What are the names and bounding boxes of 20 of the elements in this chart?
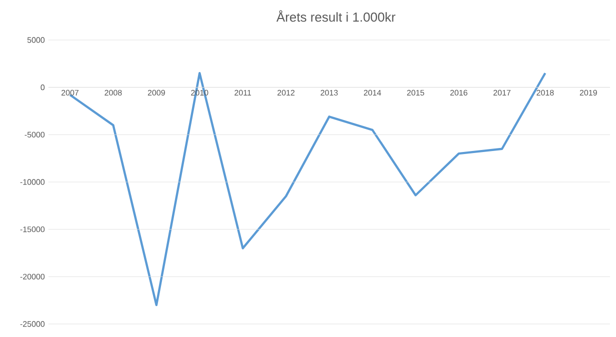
- x-tick-label: 2008: [104, 90, 122, 96]
- x-tick-label: 2014: [364, 90, 382, 96]
- x-tick-label: 2019: [580, 90, 597, 96]
- chart-title: Årets result i 1.000kr: [276, 10, 396, 22]
- x-tick-label: 2018: [536, 90, 554, 96]
- x-tick-label: 2017: [494, 90, 510, 96]
- y-tick-label: 0: [40, 84, 45, 90]
- y-tick-label: -20000: [20, 274, 45, 280]
- y-tick-label: -25000: [20, 321, 45, 327]
- x-tick-label: 2015: [407, 90, 424, 96]
- x-tick-label: 2013: [320, 90, 338, 96]
- y-tick-label: 5000: [27, 37, 45, 43]
- y-tick-label: -5000: [24, 132, 45, 138]
- x-tick-label: 2007: [62, 90, 78, 96]
- x-tick-label: 2009: [148, 90, 165, 96]
- y-tick-label: -15000: [20, 226, 45, 232]
- x-tick-label: 2016: [450, 90, 468, 96]
- x-tick-label: 2011: [234, 90, 252, 96]
- y-tick-label: -10000: [20, 179, 45, 185]
- x-tick-label: 2012: [278, 90, 294, 96]
